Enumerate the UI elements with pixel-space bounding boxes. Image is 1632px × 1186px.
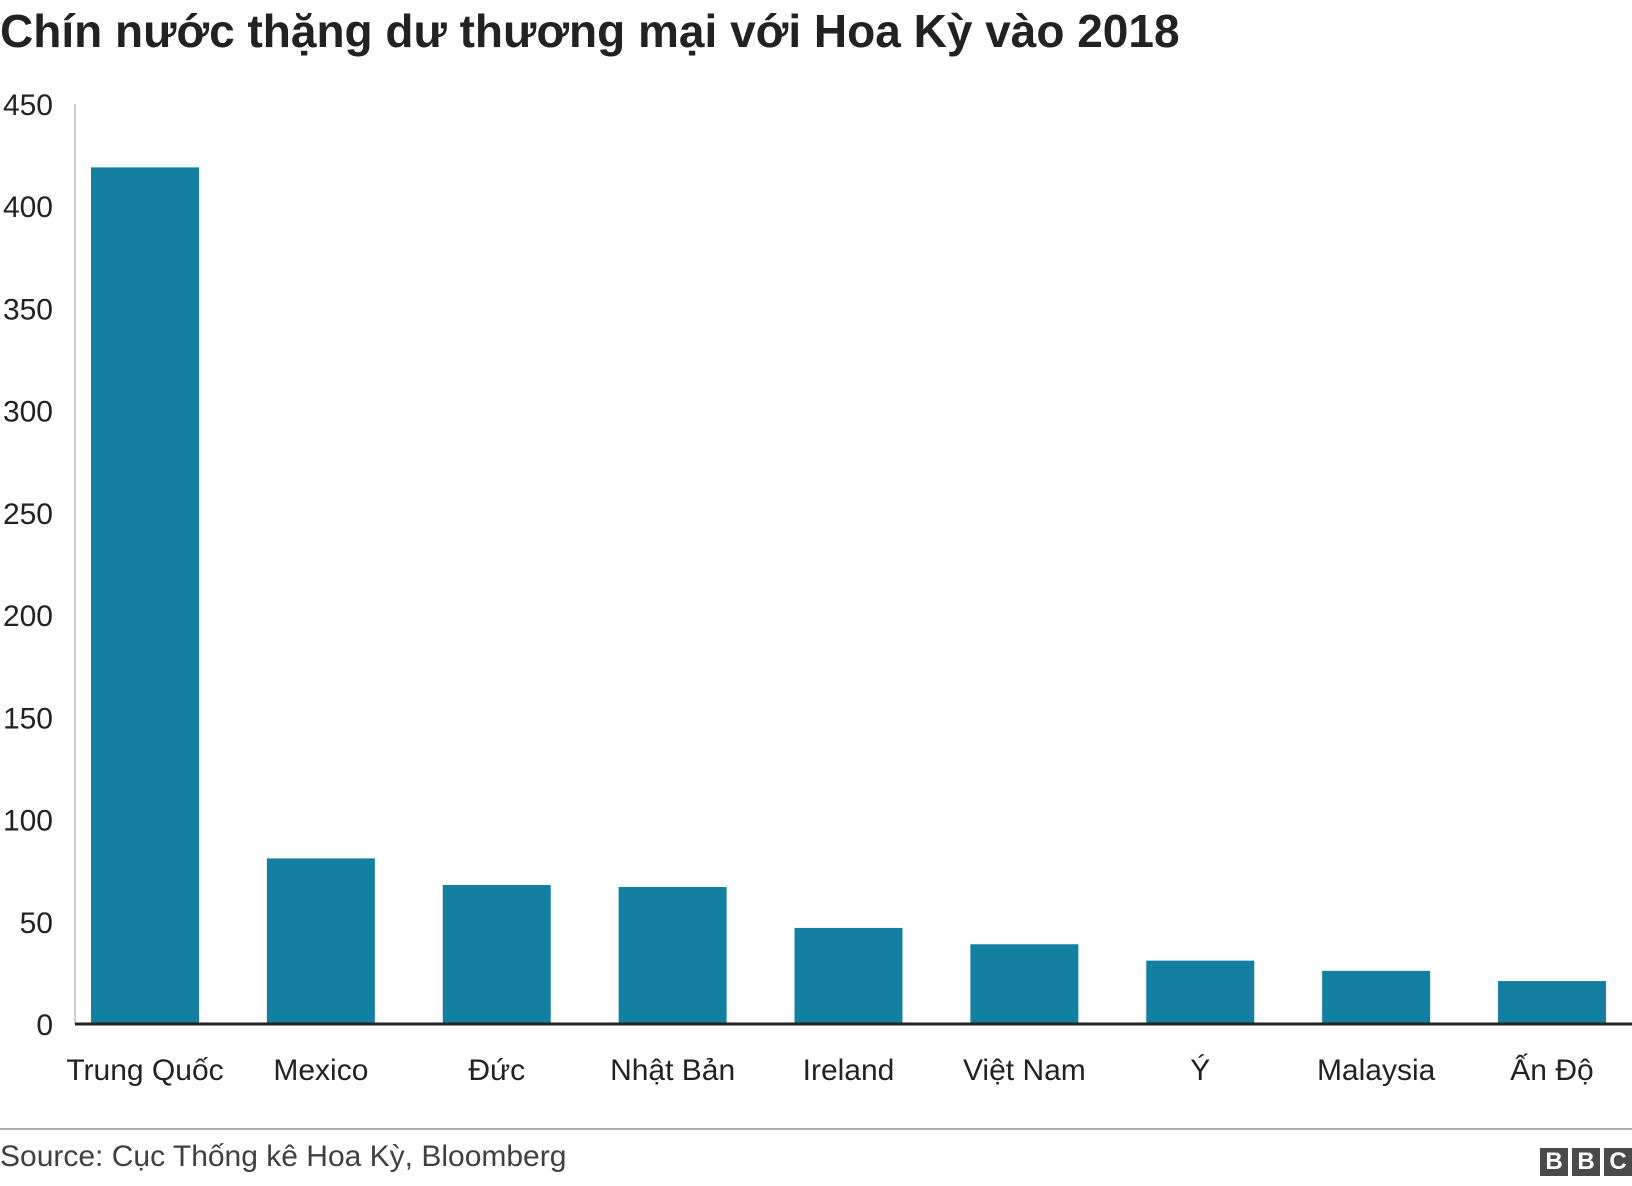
x-tick-label: Trung Quốc <box>66 1054 223 1087</box>
bar <box>794 927 903 1024</box>
x-tick-label: Việt Nam <box>963 1054 1086 1087</box>
bar-chart: 0 50 100 150 200 250 300 350 400 450 Trung Quốc Me… <box>3 89 1632 1087</box>
y-tick-label: 350 <box>3 293 53 326</box>
y-tick-label: 300 <box>3 396 53 429</box>
footer-divider <box>0 1128 1632 1130</box>
x-axis-labels: Trung Quốc Mexico Đức Nhật Bản Ireland Việt N… <box>66 1053 1593 1087</box>
bar <box>618 887 727 1024</box>
y-tick-label: 50 <box>20 907 53 940</box>
x-tick-label: Nhật Bản <box>610 1054 735 1087</box>
bar <box>970 944 1079 1024</box>
bar <box>442 884 551 1024</box>
y-tick-label: 200 <box>3 600 53 633</box>
bar <box>1322 970 1431 1024</box>
x-tick-label: Ý <box>1190 1054 1210 1087</box>
y-tick-label: 450 <box>3 89 53 122</box>
source-note: Source: Cục Thống kê Hoa Kỳ, Bloomberg <box>0 1140 567 1173</box>
y-tick-label: 250 <box>3 498 53 531</box>
x-tick-label: Malaysia <box>1317 1054 1436 1087</box>
y-tick-label: 100 <box>3 805 53 838</box>
y-tick-label: 0 <box>36 1009 53 1042</box>
x-tick-label: Ireland <box>803 1054 895 1087</box>
bbc-logo-letter: C <box>1604 1148 1632 1176</box>
bars <box>91 167 1606 1024</box>
bbc-logo: B B C <box>1540 1148 1632 1176</box>
x-tick-label: Mexico <box>273 1054 368 1087</box>
bar <box>1498 981 1606 1024</box>
bbc-logo-letter: B <box>1540 1148 1568 1176</box>
y-axis-ticks: 0 50 100 150 200 250 300 350 400 450 <box>3 89 53 1042</box>
bar <box>91 167 199 1024</box>
y-tick-label: 400 <box>3 191 53 224</box>
x-tick-label: Đức <box>468 1054 525 1087</box>
chart-title: Chín nước thặng dư thương mại với Hoa Kỳ… <box>0 5 1180 57</box>
x-tick-label: Ấn Độ <box>1510 1053 1593 1087</box>
bar <box>266 858 375 1024</box>
y-tick-label: 150 <box>3 702 53 735</box>
bbc-logo-letter: B <box>1572 1148 1600 1176</box>
bar <box>1146 960 1255 1024</box>
